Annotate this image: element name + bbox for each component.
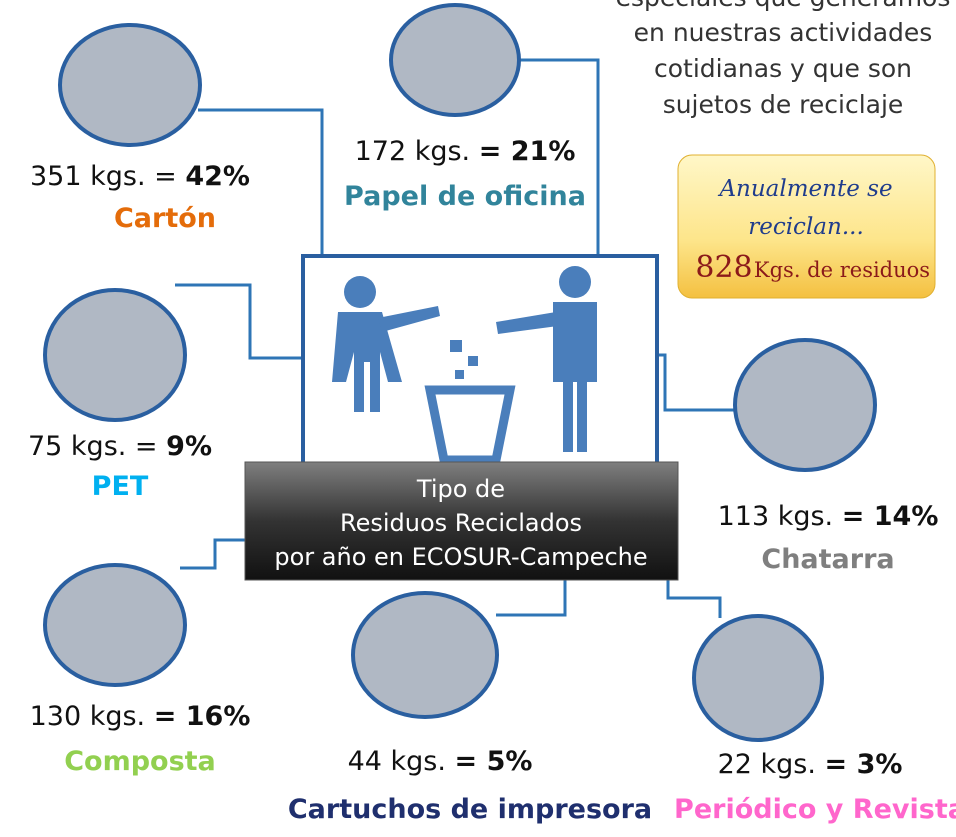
intro-line: en nuestras actividades [634,18,933,47]
item-amount: 351 kgs. = 42% [30,161,250,192]
item-amount: 113 kgs. = 14% [718,501,939,532]
annual-unit: Kgs. de residuos [754,258,930,282]
amount: 130 kgs. [30,701,146,732]
photo-chatarra [735,340,875,470]
photo-cartuchos [353,593,497,717]
percent: = 21% [479,136,576,167]
item-label: PET [92,471,149,502]
amount: 75 kgs. = [28,431,158,462]
item-amount: 75 kgs. = 9% [28,431,212,462]
item-amount: 130 kgs. = 16% [30,701,251,732]
item-label: Composta [64,746,216,777]
percent: = 5% [455,746,533,777]
item-label: Cartón [114,203,216,234]
item-label: Cartuchos de impresora [288,794,652,825]
amount: 172 kgs. [355,136,471,167]
center-label: Tipo de Residuos Reciclados por año en E… [245,462,678,580]
center-line: Tipo de [416,475,505,503]
intro-line: sujetos de reciclaje [663,90,904,119]
intro-line: cotidianas y que son [654,54,912,83]
item-amount: 22 kgs. = 3% [718,749,903,780]
item-amount: 44 kgs. = 5% [348,746,533,777]
recycle-pictogram [303,256,657,470]
photo-periodico [694,616,822,740]
center-line: por año en ECOSUR-Campeche [274,543,647,571]
photo-papel [391,5,519,115]
amount: 351 kgs. = [30,161,177,192]
amount: 22 kgs. [718,749,816,780]
item-amount: 172 kgs. = 21% [355,136,576,167]
intro-line: especiales que generamos [616,0,951,12]
percent: = 3% [825,749,903,780]
photo-composta [45,565,185,685]
annual-line: reciclan... [748,214,864,240]
annual-line: Anualmente se [717,176,892,202]
item-label: Papel de oficina [344,181,586,212]
percent: = 14% [842,501,939,532]
item-label: Chatarra [761,544,894,575]
amount: 44 kgs. [348,746,446,777]
infographic: Tipo de Residuos Reciclados por año en E… [0,0,956,837]
intro-text: especiales que generamos en nuestras act… [616,0,951,119]
percent: = 16% [154,701,251,732]
percent: 9% [166,431,212,462]
percent: 42% [185,161,250,192]
annual-amount: 828 [695,250,752,285]
photo-carton [60,25,200,145]
center-line: Residuos Reciclados [340,509,582,537]
amount: 113 kgs. [718,501,834,532]
photo-pet [45,290,185,420]
annual-box: Anualmente se reciclan... 828 Kgs. de re… [678,155,935,298]
item-label: Periódico y Revista [674,794,956,825]
